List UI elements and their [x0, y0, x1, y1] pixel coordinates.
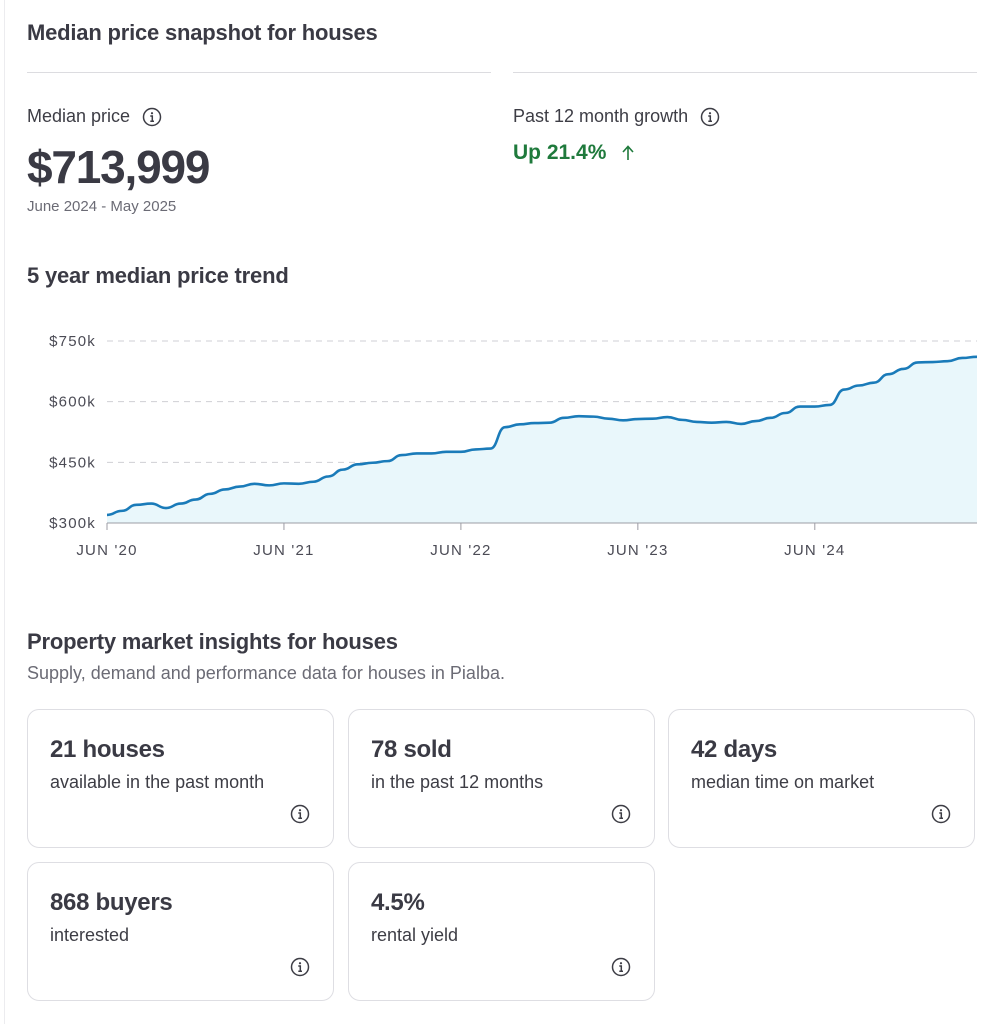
divider-right [513, 72, 977, 73]
area-fill [107, 356, 977, 523]
card-value: 4.5% [371, 889, 425, 916]
insights-subtitle: Supply, demand and performance data for … [27, 663, 505, 683]
median-price-period: June 2024 - May 2025 [27, 198, 177, 215]
info-icon[interactable] [142, 107, 162, 127]
card-description: interested [50, 925, 130, 945]
trend-title: 5 year median price trend [27, 263, 289, 288]
x-tick-label: JUN '21 [253, 542, 314, 559]
insight-card-days-on-market: 42 days median time on market [668, 709, 975, 848]
insight-card-sold: 78 sold in the past 12 months [348, 709, 655, 848]
median-price-value: $713,999 [27, 141, 210, 193]
card-description: median time on market [691, 772, 875, 792]
insight-card-available: 21 houses available in the past month [27, 709, 334, 848]
card-description: in the past 12 months [371, 772, 544, 792]
y-tick-label: $450k [49, 454, 96, 471]
insight-card-buyers: 868 buyers interested [27, 862, 334, 1001]
info-icon[interactable] [290, 804, 310, 824]
card-description: available in the past month [50, 772, 265, 792]
growth-value-row: Up 21.4% [513, 141, 636, 165]
info-icon[interactable] [290, 957, 310, 977]
y-axis-labels: $750k $600k $450k $300k [49, 333, 96, 532]
median-price-label-row: Median price [27, 106, 162, 127]
snapshot-title: Median price snapshot for houses [27, 20, 378, 45]
growth-label: Past 12 month growth [513, 106, 689, 126]
series-line [106, 355, 978, 517]
card-description: rental yield [371, 925, 459, 945]
info-icon[interactable] [931, 804, 951, 824]
info-icon[interactable] [611, 957, 631, 977]
arrow-up-icon [622, 145, 634, 160]
chart-area [106, 355, 978, 524]
growth-label-row: Past 12 month growth [513, 106, 720, 127]
insights-title: Property market insights for houses [27, 629, 398, 654]
card-value: 21 houses [50, 736, 165, 763]
price-trend-chart: $750k$600k$450k$300k JUN '20 JUN '21 JUN '… [49, 333, 978, 559]
insight-card-rental-yield: 4.5% rental yield [348, 862, 655, 1001]
card-value: 42 days [691, 736, 777, 763]
growth-value: Up 21.4% [513, 141, 607, 164]
card-value: 868 buyers [50, 889, 173, 916]
info-icon[interactable] [611, 804, 631, 824]
x-tick-label: JUN '20 [76, 542, 137, 559]
x-tick-label: JUN '24 [784, 542, 845, 559]
median-price-label: Median price [27, 106, 131, 126]
x-tick-label: JUN '23 [607, 542, 668, 559]
y-tick-label: $600k [49, 394, 96, 411]
y-tick-label: $300k [49, 515, 96, 532]
card-value: 78 sold [371, 736, 452, 763]
x-axis-labels: JUN '20 JUN '21 JUN '22 JUN '23 JUN '24 [76, 542, 845, 559]
divider-left [27, 72, 491, 73]
left-border [4, 0, 5, 1024]
info-icon[interactable] [700, 107, 720, 127]
y-tick-label: $750k [49, 333, 96, 350]
x-tick-label: JUN '22 [430, 542, 491, 559]
